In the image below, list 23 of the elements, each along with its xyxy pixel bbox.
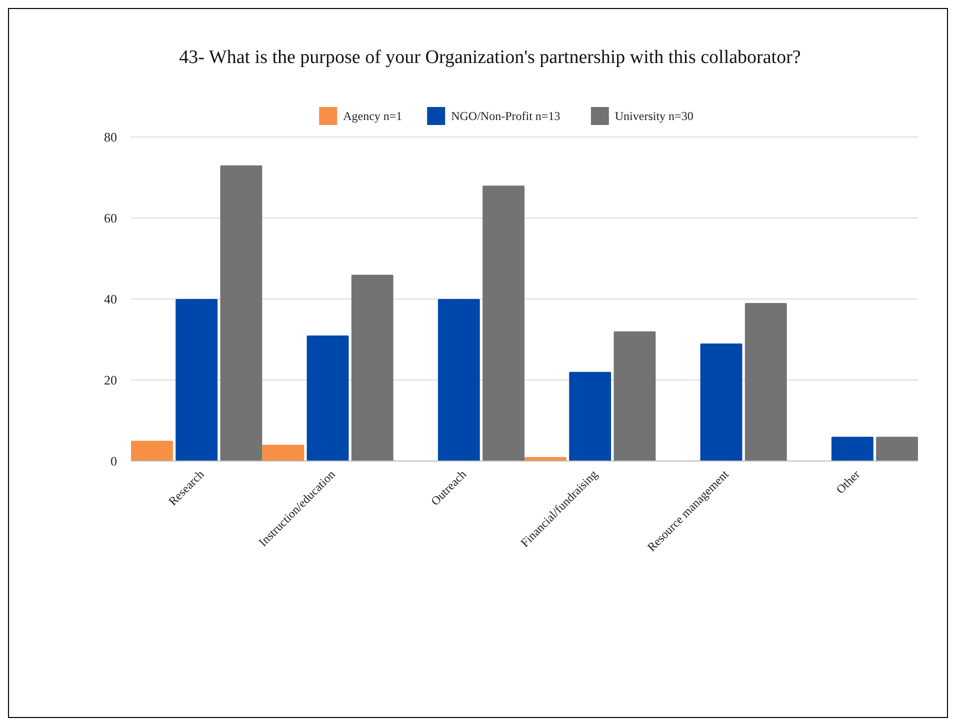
bar — [700, 344, 742, 461]
bar — [306, 335, 349, 461]
legend-label: NGO/Non-Profit n=13 — [451, 109, 560, 124]
bar — [262, 444, 304, 461]
bar — [614, 331, 656, 461]
bar — [876, 436, 918, 461]
bar — [176, 299, 218, 461]
y-tick-label: 20 — [104, 372, 117, 388]
chart-title: 43- What is the purpose of your Organization's partnership with this collaborator? — [179, 47, 801, 68]
bar — [131, 440, 173, 461]
legend-label: University n=30 — [614, 109, 694, 124]
bar — [831, 436, 874, 461]
bar — [220, 165, 262, 461]
bar — [482, 186, 524, 461]
legend-label: Agency n=1 — [343, 109, 402, 124]
bar — [744, 303, 787, 461]
bar — [351, 274, 394, 461]
y-tick-label: 80 — [104, 130, 117, 145]
y-tick-label: 60 — [104, 210, 117, 226]
y-tick-label: 0 — [110, 454, 117, 469]
y-tick-label: 40 — [104, 292, 117, 307]
bar — [569, 372, 612, 461]
bar — [438, 299, 480, 461]
